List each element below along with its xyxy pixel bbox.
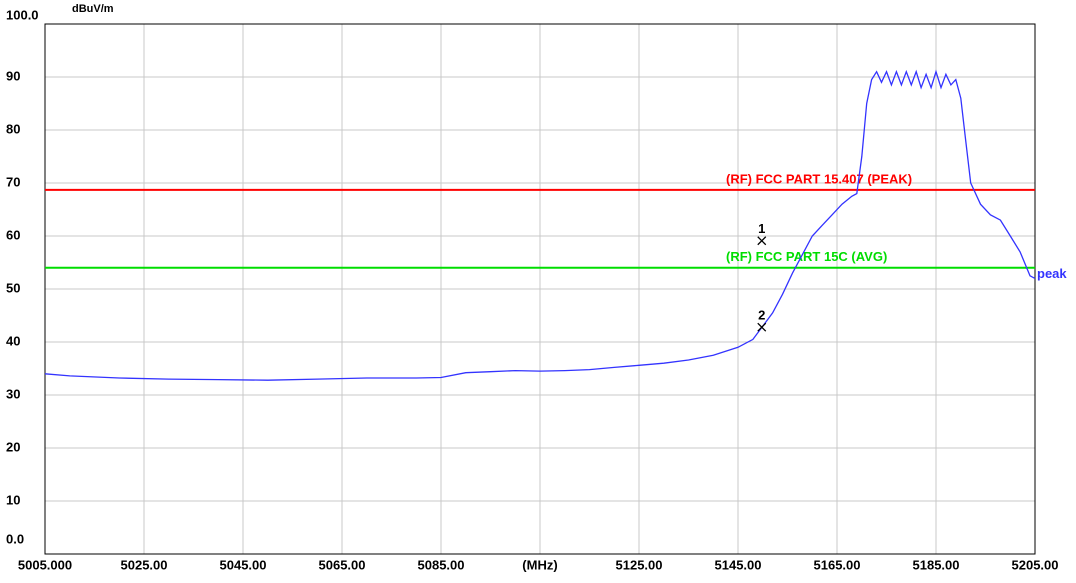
trace-label: peak bbox=[1037, 266, 1067, 281]
x-tick-label: 5045.00 bbox=[220, 557, 267, 572]
x-tick-label: 5125.00 bbox=[616, 557, 663, 572]
x-tick-label: 5085.00 bbox=[418, 557, 465, 572]
limit-label: (RF) FCC PART 15.407 (PEAK) bbox=[726, 171, 912, 186]
y-tick-label: 50 bbox=[6, 280, 20, 295]
x-tick-label: 5025.00 bbox=[121, 557, 168, 572]
plot-border bbox=[44, 23, 1036, 555]
x-tick-label: 5205.00 bbox=[1012, 557, 1059, 572]
y-tick-label: 100.0 bbox=[6, 7, 39, 22]
y-unit: dBuV/m bbox=[72, 3, 114, 15]
y-tick-label: 70 bbox=[6, 174, 20, 189]
marker-label: 2 bbox=[758, 308, 765, 323]
y-tick-label: 90 bbox=[6, 68, 20, 83]
x-tick-label: 5185.00 bbox=[913, 557, 960, 572]
marker-label: 1 bbox=[758, 221, 765, 236]
x-tick-label: 5145.00 bbox=[715, 557, 762, 572]
x-tick-label: (MHz) bbox=[522, 557, 557, 572]
x-tick-label: 5065.00 bbox=[319, 557, 366, 572]
marker bbox=[757, 236, 767, 246]
y-tick-label: 20 bbox=[6, 439, 20, 454]
y-tick-label: 30 bbox=[6, 386, 20, 401]
marker bbox=[757, 322, 767, 332]
y-tick-label: 60 bbox=[6, 227, 20, 242]
x-tick-label: 5165.00 bbox=[814, 557, 861, 572]
y-tick-label: 40 bbox=[6, 333, 20, 348]
x-tick-label: 5005.000 bbox=[18, 557, 72, 572]
trace bbox=[44, 69, 1036, 381]
y-tick-label: 80 bbox=[6, 121, 20, 136]
y-tick-label: 0.0 bbox=[6, 531, 24, 546]
y-tick-label: 10 bbox=[6, 492, 20, 507]
limit-label: (RF) FCC PART 15C (AVG) bbox=[726, 249, 887, 264]
